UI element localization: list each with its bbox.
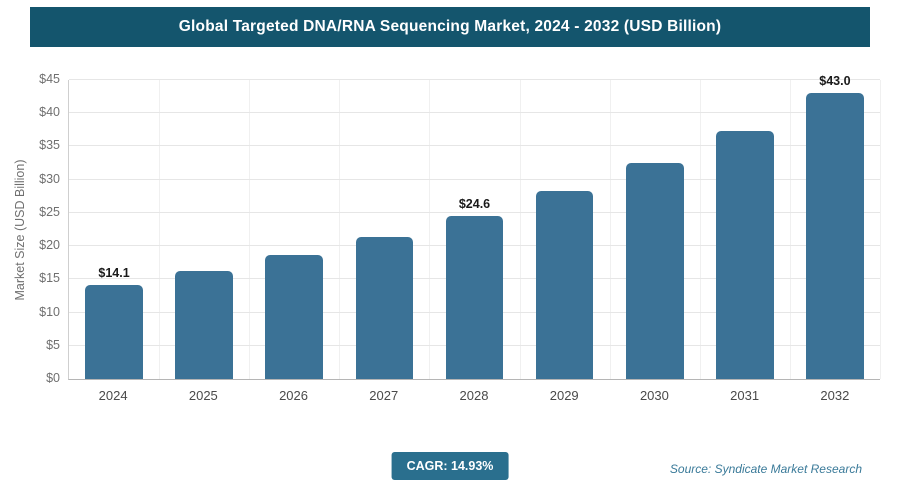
x-tick-label-2025: 2025 <box>188 388 218 403</box>
source-text: Source: Syndicate Market Research <box>669 462 862 476</box>
gridline <box>69 145 880 147</box>
bar-value-label: $24.6 <box>458 196 491 211</box>
vertical-gridline <box>249 80 251 379</box>
bar-2024 <box>85 285 143 379</box>
x-tick-label-2032: 2032 <box>820 388 850 403</box>
bar-value-label: $14.1 <box>98 266 130 281</box>
cagr-badge: CAGR: 14.93% <box>391 452 509 480</box>
y-tick-label: $30 <box>39 171 60 186</box>
vertical-gridline <box>609 80 611 379</box>
bar-slot-2032: $43.0 <box>790 74 880 379</box>
bar-slot-2026 <box>249 80 339 379</box>
bar-slot-2027 <box>339 80 429 379</box>
chart-title: Global Targeted DNA/RNA Sequencing Marke… <box>178 18 722 35</box>
bar-2030 <box>625 163 684 379</box>
y-tick-label: $45 <box>39 72 60 86</box>
y-tick-label: $20 <box>39 238 60 253</box>
x-axis-labels: 2024 2025 2026 2027 2028 2029 2030 2031 2032 <box>68 388 880 403</box>
bar-2026 <box>265 255 324 379</box>
bar-2032 <box>806 93 864 379</box>
bar-slot-2025 <box>159 80 249 379</box>
gridline <box>69 178 880 180</box>
y-tick-label: $0 <box>46 371 60 385</box>
y-axis-title: Market Size (USD Billion) <box>13 159 27 301</box>
bar-slot-2030 <box>610 80 700 379</box>
y-tick-label: $35 <box>39 138 60 153</box>
bar-slot-2028: $24.6 <box>429 80 519 379</box>
y-tick-label: $15 <box>39 271 60 286</box>
x-tick-label-2031: 2031 <box>730 388 760 403</box>
vertical-gridline <box>789 80 791 379</box>
vertical-gridline <box>699 80 701 379</box>
x-tick-label-2027: 2027 <box>369 388 399 403</box>
bar-2027 <box>355 236 414 379</box>
vertical-gridline <box>880 80 881 379</box>
plot-area: $0 $5 $10 $15 $20 $25 $30 $35 $40 $45 $14.1 $24.6 $4… <box>39 72 881 385</box>
y-tick-label: $10 <box>39 304 60 319</box>
bar-2028 <box>445 215 504 379</box>
bar-slot-2024: $14.1 <box>69 80 159 379</box>
bar-2031 <box>715 131 774 379</box>
vertical-gridline <box>429 80 431 379</box>
vertical-gridline <box>519 80 521 379</box>
bars-container: $14.1 $24.6 $43.0 <box>69 74 880 379</box>
bar-value-label: $43.0 <box>819 74 851 89</box>
x-tick-label-2030: 2030 <box>639 388 669 403</box>
gridline <box>69 211 880 213</box>
chart-footer: CAGR: 14.93% Source: Syndicate Market Re… <box>0 440 900 500</box>
chart-area: Market Size (USD Billion) $0 $5 $10 $15 $20 $… <box>0 62 900 412</box>
y-tick-label: $40 <box>39 105 60 120</box>
x-tick-label-2028: 2028 <box>459 388 489 403</box>
x-tick-label-2026: 2026 <box>279 388 308 403</box>
y-tick-label: $25 <box>39 204 60 219</box>
gridline <box>69 79 880 80</box>
gridline <box>69 112 880 114</box>
bar-2025 <box>175 271 233 379</box>
vertical-gridline <box>159 80 161 379</box>
bar-slot-2031 <box>700 80 790 379</box>
x-tick-label-2029: 2029 <box>549 388 579 403</box>
chart-title-bar: Global Targeted DNA/RNA Sequencing Marke… <box>30 7 870 47</box>
y-tick-label: $5 <box>46 337 60 352</box>
vertical-gridline <box>339 80 341 379</box>
bar-2029 <box>535 190 594 379</box>
x-tick-label-2024: 2024 <box>98 388 128 403</box>
bar-slot-2029 <box>520 80 610 379</box>
